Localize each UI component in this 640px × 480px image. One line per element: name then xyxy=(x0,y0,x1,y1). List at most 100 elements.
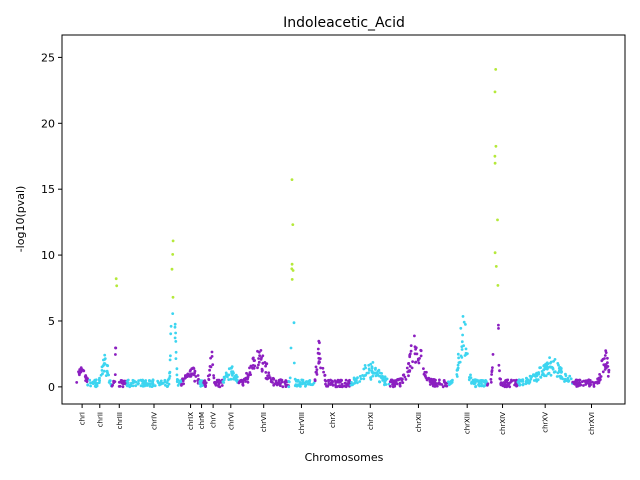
data-point xyxy=(301,378,305,382)
data-point xyxy=(497,363,501,367)
x-tick-label: chrXV xyxy=(542,412,550,433)
data-point xyxy=(401,381,405,384)
data-point xyxy=(274,379,278,383)
data-point xyxy=(376,369,380,373)
data-point xyxy=(249,373,253,376)
data-point xyxy=(292,321,296,325)
data-point xyxy=(180,384,183,387)
data-point xyxy=(582,384,585,387)
data-point xyxy=(515,384,519,387)
data-point xyxy=(435,382,439,385)
data-point xyxy=(248,366,251,370)
data-point xyxy=(103,358,106,361)
data-point xyxy=(606,374,610,378)
data-point xyxy=(287,380,291,383)
data-point xyxy=(204,385,207,388)
data-point xyxy=(169,324,173,328)
data-point xyxy=(387,382,391,386)
data-point xyxy=(539,376,543,379)
y-tick-label: 0 xyxy=(48,381,55,394)
data-point xyxy=(587,378,591,382)
data-point xyxy=(458,360,462,364)
data-point xyxy=(383,375,387,379)
data-point xyxy=(552,359,555,363)
plot-frame xyxy=(61,34,626,405)
data-point xyxy=(390,378,394,382)
data-point xyxy=(313,378,317,381)
data-point xyxy=(216,384,220,387)
data-point xyxy=(221,380,225,384)
data-point xyxy=(467,378,471,382)
data-point xyxy=(296,383,300,386)
data-point xyxy=(131,378,135,382)
data-point xyxy=(408,370,411,373)
data-point xyxy=(106,364,110,368)
data-point xyxy=(314,365,318,369)
data-point xyxy=(579,383,583,387)
data-point xyxy=(535,379,539,383)
data-point xyxy=(139,384,143,388)
data-point xyxy=(358,374,362,378)
data-point xyxy=(408,353,412,357)
data-point xyxy=(493,251,497,255)
data-point xyxy=(257,357,260,360)
x-tick-label: chrXIV xyxy=(499,412,507,435)
data-point xyxy=(241,383,245,386)
data-point xyxy=(464,353,468,356)
data-point xyxy=(462,344,465,348)
data-point xyxy=(226,375,229,379)
data-point xyxy=(130,381,133,385)
data-point xyxy=(236,379,239,382)
data-point xyxy=(525,377,528,380)
data-point xyxy=(552,370,556,374)
data-point xyxy=(403,375,407,379)
data-point xyxy=(469,373,472,377)
x-tick-label: chrXIII xyxy=(464,412,472,434)
data-point xyxy=(373,371,377,375)
data-point xyxy=(169,354,172,358)
data-point xyxy=(362,377,366,381)
data-point xyxy=(309,383,313,386)
data-point xyxy=(576,383,580,387)
data-point xyxy=(290,267,294,271)
data-point xyxy=(334,381,338,385)
data-point xyxy=(558,366,562,369)
data-point xyxy=(512,379,516,382)
data-point xyxy=(496,284,500,287)
data-point xyxy=(532,379,536,382)
data-point xyxy=(396,378,399,381)
data-point xyxy=(171,295,175,299)
data-point xyxy=(493,161,497,165)
data-point xyxy=(549,365,552,369)
data-point xyxy=(542,368,546,372)
data-point xyxy=(380,372,383,375)
data-point xyxy=(256,366,259,370)
x-tick-label: chrVIII xyxy=(298,412,306,434)
data-point xyxy=(335,385,339,389)
data-point xyxy=(121,385,125,389)
data-point xyxy=(588,384,591,388)
data-point xyxy=(584,383,588,386)
data-point xyxy=(528,374,532,378)
data-point xyxy=(456,367,460,370)
data-point xyxy=(445,384,449,388)
data-point xyxy=(543,374,546,378)
data-point xyxy=(417,361,421,365)
data-point xyxy=(95,384,99,387)
data-point xyxy=(345,383,349,387)
data-point xyxy=(460,348,464,351)
data-point xyxy=(246,375,250,379)
x-tick-label: chrIX xyxy=(187,412,195,430)
data-point xyxy=(596,377,599,381)
data-point xyxy=(174,340,178,343)
data-point xyxy=(491,366,494,369)
data-point xyxy=(327,380,330,383)
data-point xyxy=(137,379,141,383)
data-point xyxy=(174,331,178,335)
data-point xyxy=(293,377,297,381)
data-point xyxy=(473,379,476,383)
data-point xyxy=(542,364,546,368)
data-point xyxy=(548,356,551,359)
data-point xyxy=(419,348,423,352)
